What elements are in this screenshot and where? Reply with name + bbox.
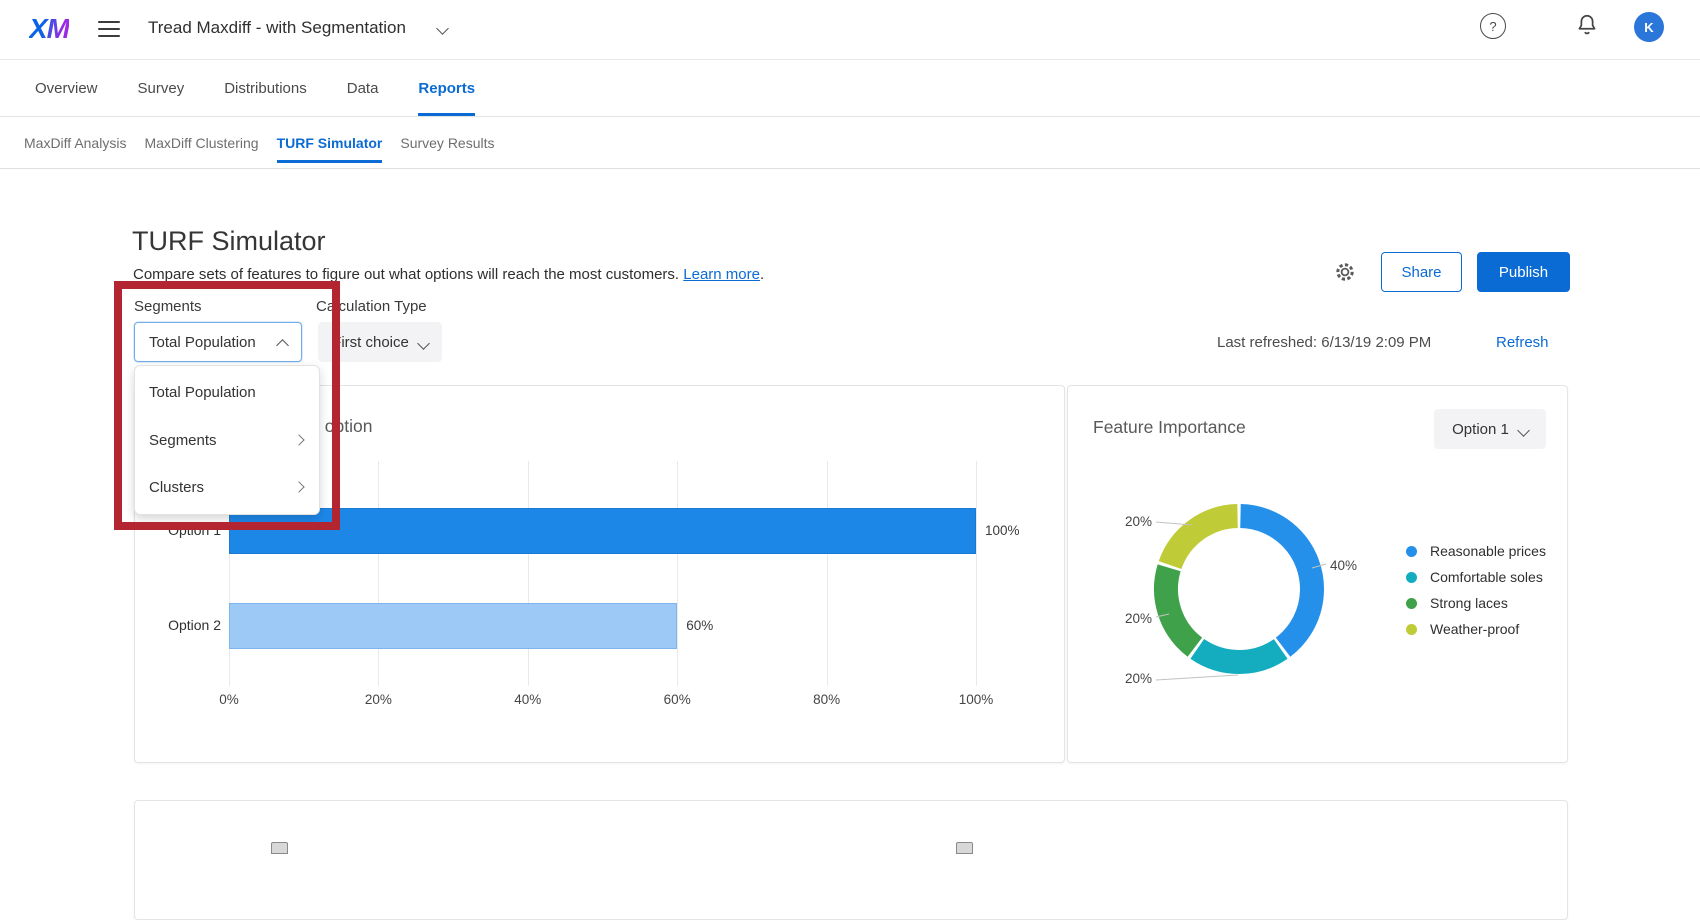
option-select[interactable]: Option 1	[1434, 409, 1546, 449]
chevron-right-icon	[293, 434, 305, 446]
feature-importance-title: Feature Importance	[1093, 417, 1246, 437]
menu-item-clusters[interactable]: Clusters	[135, 467, 319, 507]
subnav-item-survey-results[interactable]: Survey Results	[400, 134, 495, 151]
donut-segment-comfortable-soles[interactable]	[1137, 487, 1340, 690]
donut-leader-line	[1155, 521, 1193, 526]
menu-item-label: Total Population	[149, 383, 256, 401]
legend-label: Weather-proof	[1430, 621, 1520, 637]
chevron-up-icon	[276, 338, 289, 352]
reach-bar-option-1[interactable]	[229, 508, 976, 554]
calculation-type-select[interactable]: First choice	[318, 322, 442, 362]
gridline	[378, 461, 380, 686]
menu-item-label: Clusters	[149, 478, 205, 496]
bottom-section-card	[134, 800, 1568, 920]
placeholder-icon	[956, 842, 973, 854]
tab-survey[interactable]: Survey	[137, 79, 185, 97]
help-icon[interactable]: ?	[1480, 13, 1506, 39]
subnav-item-turf-simulator[interactable]: TURF Simulator	[276, 117, 382, 168]
donut-leader-line	[1155, 674, 1239, 681]
gridline	[677, 461, 679, 686]
gridline	[826, 461, 828, 686]
x-axis-tick: 80%	[813, 692, 841, 707]
donut-percent-label: 20%	[1125, 671, 1152, 686]
legend-item-strong-laces: Strong laces	[1406, 590, 1546, 616]
legend-label: Comfortable soles	[1430, 569, 1543, 585]
legend-label: Strong laces	[1430, 595, 1508, 611]
x-axis-tick: 60%	[663, 692, 691, 707]
x-axis-tick: 20%	[364, 692, 392, 707]
tab-overview[interactable]: Overview	[35, 79, 98, 97]
bar-value-label: 60%	[686, 618, 714, 633]
x-axis-tick: 0%	[219, 692, 239, 707]
project-title-chevron-down-icon[interactable]	[436, 22, 449, 35]
tab-reports[interactable]: Reports	[418, 60, 475, 116]
legend-dot-icon	[1406, 571, 1417, 583]
legend-item-reasonable-prices: Reasonable prices	[1406, 538, 1546, 564]
notifications-bell-icon[interactable]	[1574, 12, 1600, 43]
donut-percent-label: 20%	[1125, 611, 1152, 626]
learn-more-link[interactable]: Learn more	[683, 266, 760, 283]
page-description: Compare sets of features to figure out w…	[133, 266, 765, 283]
donut-leader-line	[1155, 613, 1170, 618]
primary-nav: Overview Survey Distributions Data Reports	[0, 60, 1700, 117]
chevron-down-icon	[416, 337, 430, 350]
donut-leader-line	[1311, 563, 1327, 569]
user-avatar[interactable]: K	[1634, 12, 1664, 42]
placeholder-icon	[271, 842, 288, 854]
donut-segment-weather-proof[interactable]	[1146, 496, 1332, 682]
bar-category-label: Option 2	[168, 617, 221, 633]
legend-item-weather-proof: Weather-proof	[1406, 616, 1546, 642]
gridline	[229, 461, 230, 686]
x-axis-tick: 100%	[958, 692, 994, 707]
reports-subnav: MaxDiff Analysis MaxDiff Clustering TURF S…	[0, 117, 1700, 169]
tab-data[interactable]: Data	[346, 79, 379, 97]
reach-by-option-card: Reach by option 0%20%40%60%80%100%Option…	[134, 385, 1065, 763]
bar-value-label: 100%	[985, 523, 1020, 538]
description-text: Compare sets of features to figure out w…	[133, 266, 680, 283]
settings-gear-icon[interactable]	[1334, 261, 1356, 288]
reach-bar-option-2[interactable]	[229, 603, 678, 649]
share-button[interactable]: Share	[1381, 252, 1462, 292]
refresh-link[interactable]: Refresh	[1496, 334, 1549, 351]
legend-item-comfortable-soles: Comfortable soles	[1406, 564, 1546, 590]
chevron-down-icon	[1516, 424, 1530, 437]
menu-item-total-population[interactable]: Total Population	[135, 372, 319, 412]
project-title[interactable]: Tread Maxdiff - with Segmentation	[148, 18, 406, 37]
hamburger-menu-icon[interactable]	[98, 21, 122, 39]
gridline	[976, 461, 977, 686]
legend-label: Reasonable prices	[1430, 543, 1546, 559]
legend-dot-icon	[1406, 545, 1417, 557]
menu-item-segments[interactable]: Segments	[135, 420, 319, 460]
calculation-type-label: Calculation Type	[316, 298, 427, 315]
subnav-item-maxdiff-clustering[interactable]: MaxDiff Clustering	[144, 134, 259, 151]
gridline	[527, 461, 529, 686]
xm-logo: XM	[29, 13, 70, 44]
feature-importance-card: Feature Importance Option 1 40% 20% 20% 20%…	[1067, 385, 1568, 763]
publish-button[interactable]: Publish	[1477, 252, 1570, 292]
bar-category-label: Option 1	[168, 522, 221, 538]
segments-select[interactable]: Total Population	[134, 322, 302, 362]
feature-importance-donut-chart: 40% 20% 20% 20%	[1125, 487, 1357, 690]
legend-dot-icon	[1406, 623, 1417, 635]
menu-item-label: Segments	[149, 431, 217, 449]
page-title: TURF Simulator	[132, 226, 326, 256]
x-axis-tick: 40%	[514, 692, 542, 707]
donut-legend: Reasonable prices Comfortable soles Strong…	[1406, 538, 1546, 642]
legend-dot-icon	[1406, 597, 1417, 609]
subnav-item-maxdiff-analysis[interactable]: MaxDiff Analysis	[24, 134, 127, 151]
chevron-right-icon	[293, 481, 305, 493]
segments-label: Segments	[134, 298, 202, 315]
segments-dropdown-menu: Total Population Segments Clusters	[134, 365, 320, 515]
last-refreshed-text: Last refreshed: 6/13/19 2:09 PM	[1217, 334, 1432, 351]
top-header: XM Tread Maxdiff - with Segmentation ? K	[0, 0, 1700, 60]
donut-percent-label: 40%	[1330, 558, 1357, 573]
donut-percent-label: 20%	[1125, 514, 1152, 529]
tab-distributions[interactable]: Distributions	[224, 79, 307, 97]
